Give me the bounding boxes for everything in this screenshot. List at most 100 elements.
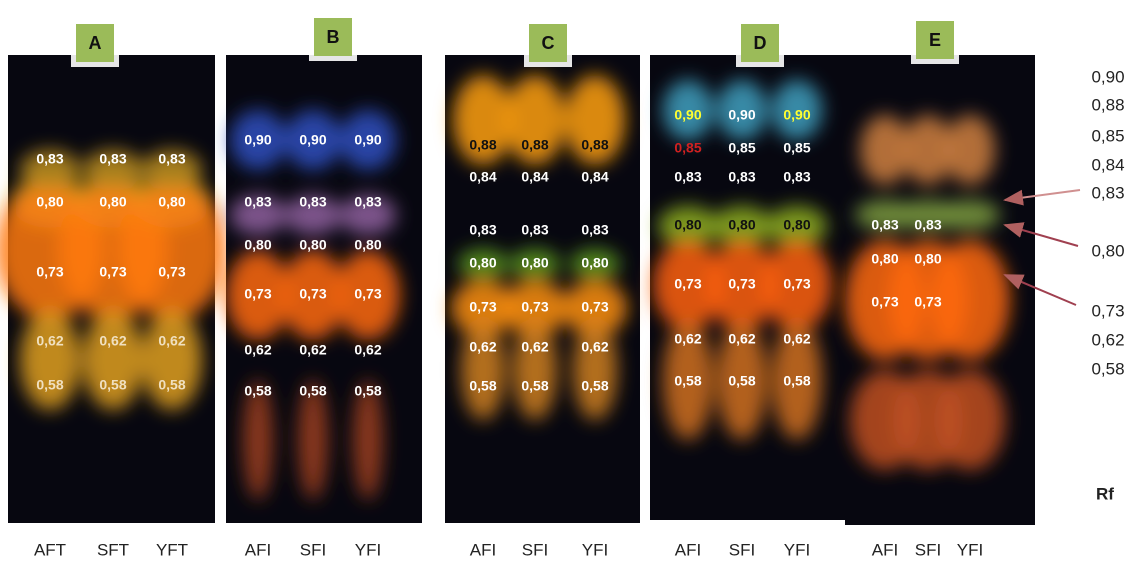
rf-value: 0,88 — [1091, 95, 1124, 114]
spot-rf: 0,62 — [521, 339, 548, 355]
spot-rf: 0,80 — [36, 194, 63, 210]
spot-blob — [83, 310, 143, 410]
spot-rf: 0,58 — [674, 373, 701, 389]
spot-rf: 0,58 — [469, 378, 496, 394]
lane-label: YFT — [156, 540, 188, 559]
spot-rf: 0,73 — [871, 294, 898, 310]
spot-rf: 0,84 — [521, 169, 548, 185]
rf-value: 0,62 — [1091, 330, 1124, 349]
spot-rf: 0,73 — [674, 276, 701, 292]
spot-rf: 0,83 — [469, 222, 496, 238]
spot-blob — [935, 370, 1005, 470]
rf-value: 0,58 — [1091, 359, 1124, 378]
spot-rf: 0,83 — [158, 151, 185, 167]
lane-label: SFI — [915, 540, 941, 559]
spot-rf: 0,85 — [674, 140, 701, 156]
spot-rf: 0,62 — [354, 342, 381, 358]
spot-blob — [860, 115, 910, 185]
spot-rf: 0,62 — [783, 331, 810, 347]
panel-label: E — [929, 30, 941, 50]
spot-rf: 0,58 — [783, 373, 810, 389]
lane-label: SFI — [300, 540, 326, 559]
spot-rf: 0,62 — [36, 333, 63, 349]
spot-rf: 0,88 — [521, 137, 548, 153]
spot-rf: 0,73 — [521, 299, 548, 315]
lane-label: AFI — [470, 540, 496, 559]
spot-blob — [573, 320, 617, 420]
rf-value: 0,85 — [1091, 126, 1124, 145]
spot-rf: 0,90 — [354, 132, 381, 148]
spot-rf: 0,73 — [783, 276, 810, 292]
spot-rf: 0,73 — [581, 299, 608, 315]
spot-rf: 0,84 — [581, 169, 608, 185]
spot-rf: 0,58 — [36, 377, 63, 393]
spot-rf: 0,80 — [521, 255, 548, 271]
spot-rf: 0,62 — [674, 331, 701, 347]
plate: DAFISFIYFI0,900,900,900,850,850,850,830,… — [650, 19, 845, 559]
spot-rf: 0,83 — [728, 169, 755, 185]
spot-rf: 0,90 — [299, 132, 326, 148]
spot-rf: 0,62 — [469, 339, 496, 355]
spot-blob — [20, 310, 80, 410]
spot-rf: 0,83 — [244, 194, 271, 210]
blobs — [0, 150, 227, 410]
spot-rf: 0,80 — [581, 255, 608, 271]
spot-rf: 0,58 — [299, 383, 326, 399]
spot-rf: 0,58 — [244, 383, 271, 399]
rf-label: Rf — [1096, 484, 1114, 503]
lane-label: AFT — [34, 540, 66, 559]
spot-rf: 0,90 — [244, 132, 271, 148]
blobs — [226, 110, 400, 500]
spot-rf: 0,80 — [674, 217, 701, 233]
spot-rf: 0,83 — [783, 169, 810, 185]
panel-label: B — [327, 27, 340, 47]
spot-rf: 0,83 — [299, 194, 326, 210]
lane-label: SFT — [97, 540, 129, 559]
figure: A AFT SFT YFT 0,83 0,83 0,83 0,80 0,80 0,80 0,73 0,… — [0, 0, 1137, 563]
spot-rf: 0,88 — [469, 137, 496, 153]
lane-label: YFI — [355, 540, 381, 559]
panel-label: A — [89, 33, 102, 53]
spot-rf: 0,80 — [99, 194, 126, 210]
spot-blob — [513, 320, 557, 420]
spot-rf: 0,58 — [158, 377, 185, 393]
spot-rf: 0,62 — [728, 331, 755, 347]
spot-rf: 0,88 — [581, 137, 608, 153]
spot-rf: 0,62 — [158, 333, 185, 349]
rf-value: 0,84 — [1091, 155, 1124, 174]
spot-blob — [945, 115, 995, 185]
panel-label: D — [754, 33, 767, 53]
spot-rf: 0,73 — [158, 264, 185, 280]
spot-rf: 0,58 — [99, 377, 126, 393]
lane-label: SFI — [729, 540, 755, 559]
spot-rf: 0,73 — [36, 264, 63, 280]
spot-rf: 0,80 — [728, 217, 755, 233]
rf-value: 0,73 — [1091, 301, 1124, 320]
spot-rf: 0,73 — [354, 286, 381, 302]
rf-value: 0,83 — [1091, 183, 1124, 202]
spot-rf: 0,83 — [36, 151, 63, 167]
spot-rf: 0,83 — [581, 222, 608, 238]
rf-value: 0,90 — [1091, 67, 1124, 86]
spot-rf: 0,73 — [728, 276, 755, 292]
panel-label: C — [542, 33, 555, 53]
rf-value: 0,80 — [1091, 241, 1124, 260]
spot-rf: 0,80 — [469, 255, 496, 271]
spot-rf: 0,73 — [99, 264, 126, 280]
spot-rf: 0,58 — [521, 378, 548, 394]
lane-label: YFI — [957, 540, 983, 559]
spot-rf: 0,80 — [914, 251, 941, 267]
spot-rf: 0,80 — [158, 194, 185, 210]
spot-rf: 0,80 — [871, 251, 898, 267]
spot-rf: 0,58 — [581, 378, 608, 394]
spot-rf: 0,62 — [299, 342, 326, 358]
spot-rf: 0,85 — [783, 140, 810, 156]
spot-rf: 0,58 — [728, 373, 755, 389]
lane-label: AFI — [245, 540, 271, 559]
plate: AAFTSFTYFT0,830,830,830,800,800,800,730,… — [0, 19, 227, 559]
spot-rf: 0,58 — [354, 383, 381, 399]
spot-rf: 0,83 — [354, 194, 381, 210]
spot-blob — [461, 320, 505, 420]
